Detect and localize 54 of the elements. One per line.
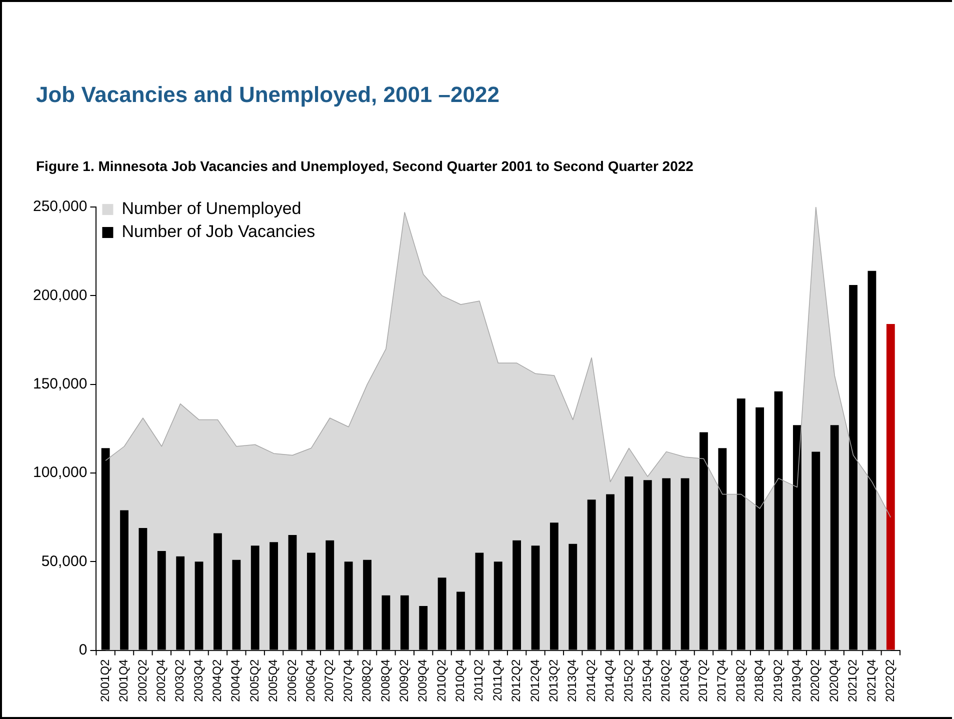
- x-tick-label: 2005Q4: [266, 658, 280, 702]
- x-tick-label: 2019Q4: [790, 658, 804, 702]
- x-tick-label: 2010Q4: [453, 658, 468, 702]
- x-tick-label: 2007Q4: [340, 658, 355, 702]
- x-tick-label: 2002Q2: [135, 658, 150, 702]
- x-tick-label: 2020Q2: [808, 658, 822, 702]
- legend-label: Number of Job Vacancies: [122, 222, 316, 242]
- x-tick-label: 2008Q2: [360, 658, 374, 702]
- x-tick-label: 2006Q2: [284, 658, 299, 702]
- x-tick-label: 2008Q4: [378, 658, 392, 702]
- x-tick-label: 2010Q2: [434, 658, 448, 702]
- x-tick-label: 2007Q2: [322, 658, 336, 702]
- x-tick-label: 2004Q2: [210, 658, 224, 702]
- x-tick-label: 2022Q2: [882, 658, 897, 702]
- x-tick-label: 2003Q4: [191, 658, 206, 702]
- x-tick-label: 2011Q2: [472, 658, 486, 702]
- x-tick-label: 2018Q2: [733, 658, 748, 702]
- x-tick-label: 2021Q2: [846, 658, 860, 702]
- x-tick-label: 2004Q4: [228, 658, 243, 702]
- x-tick-label: 2020Q4: [826, 658, 841, 702]
- x-tick-label: 2001Q4: [116, 658, 131, 702]
- y-tick-label: 0: [78, 641, 88, 658]
- x-tick-label: 2017Q4: [714, 658, 729, 702]
- x-tick-label: 2012Q4: [528, 658, 542, 702]
- x-tick-label: 2015Q4: [640, 658, 654, 702]
- legend-label: Number of Unemployed: [122, 199, 302, 218]
- chart-subtitle: Figure 1. Minnesota Job Vacancies and Unemployed, Second Quarter 2001 to Second Quarter 2022: [36, 158, 694, 174]
- x-tick-label: 2014Q4: [602, 658, 617, 702]
- x-tick-label: 2005Q2: [247, 658, 262, 702]
- x-tick-label: 2012Q2: [509, 658, 524, 702]
- x-tick-label: 2021Q4: [864, 658, 878, 702]
- y-tick-label: 50,000: [41, 552, 88, 570]
- x-tick-label: 2014Q2: [584, 658, 598, 702]
- bar: [886, 324, 895, 650]
- x-tick-label: 2019Q2: [770, 658, 785, 702]
- x-tick-label: 2002Q4: [154, 658, 168, 702]
- x-tick-label: 2015Q2: [621, 658, 636, 702]
- chart-title: Job Vacancies and Unemployed, 2001 –2022: [36, 82, 500, 108]
- x-tick-label: 2009Q2: [396, 658, 411, 702]
- x-tick-label: 2001Q2: [98, 658, 112, 702]
- x-tick-label: 2017Q2: [696, 658, 710, 702]
- x-tick-label: 2016Q4: [677, 658, 692, 702]
- x-tick-label: 2016Q2: [658, 658, 673, 702]
- y-tick-label: 200,000: [32, 286, 88, 304]
- x-tick-label: 2003Q2: [172, 658, 187, 702]
- x-tick-label: 2011Q4: [490, 658, 504, 702]
- x-tick-label: 2013Q2: [546, 658, 560, 702]
- x-tick-label: 2006Q4: [304, 658, 318, 702]
- y-tick-label: 100,000: [32, 464, 88, 482]
- y-tick-label: 250,000: [32, 198, 88, 216]
- y-tick-label: 150,000: [32, 375, 88, 392]
- x-tick-label: 2018Q4: [752, 658, 766, 702]
- x-tick-label: 2013Q4: [565, 658, 580, 702]
- x-tick-label: 2009Q4: [416, 658, 430, 702]
